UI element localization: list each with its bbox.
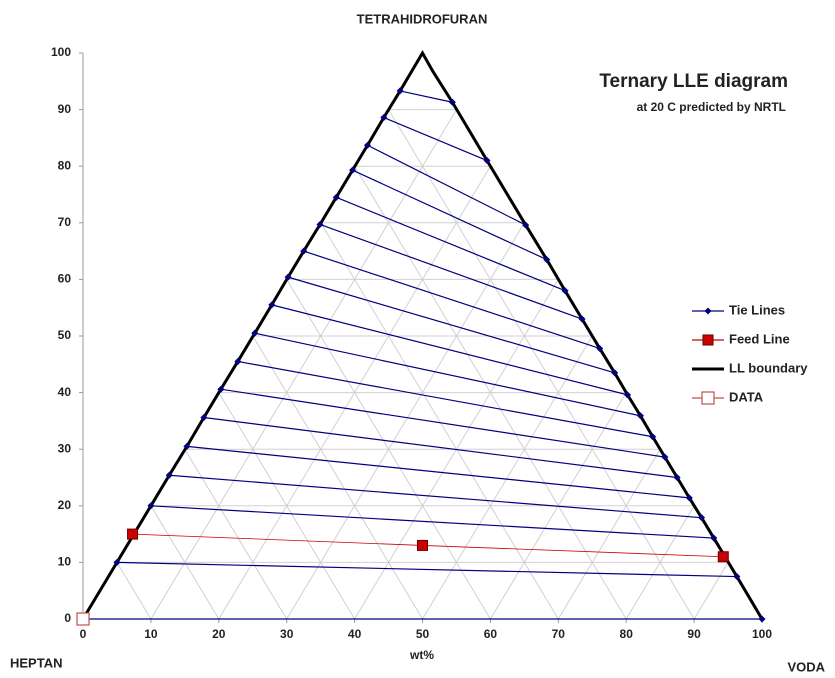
point: [685, 494, 693, 502]
y-tick-label: 90: [58, 102, 72, 116]
point: [417, 539, 428, 551]
y-tick-label: 40: [58, 385, 72, 399]
point: [127, 528, 139, 540]
y-tick-label: 20: [58, 498, 72, 512]
point: [561, 287, 569, 295]
point: [396, 87, 404, 95]
point: [733, 573, 741, 581]
y-tick-label: 10: [58, 555, 72, 569]
point: [183, 442, 191, 450]
point: [300, 247, 308, 255]
point: [661, 453, 669, 461]
point: [543, 256, 551, 264]
point: [147, 502, 155, 510]
point: [113, 558, 121, 566]
point: [636, 412, 644, 420]
grid-line: [422, 335, 593, 620]
y-tick-label: 0: [64, 611, 71, 625]
point: [596, 344, 604, 352]
grid-line: [388, 109, 695, 620]
point: [710, 534, 718, 542]
point: [364, 141, 372, 149]
left-vertex-label: HEPTAN: [10, 655, 62, 670]
x-tick-label: 30: [280, 627, 294, 641]
legend-marker: [702, 334, 714, 346]
point: [316, 220, 324, 228]
x-tick-label: 60: [484, 627, 498, 641]
series-line: [81, 49, 764, 620]
grid-line: [150, 109, 457, 620]
chart-title: Ternary LLE diagram: [599, 71, 788, 92]
point: [624, 391, 632, 399]
point: [578, 315, 586, 323]
point: [611, 369, 619, 377]
grid-line: [286, 222, 525, 620]
point: [673, 474, 681, 481]
x-tick-label: 80: [620, 627, 634, 641]
point: [717, 551, 729, 563]
y-tick-label: 60: [58, 272, 72, 286]
right-vertex-label: VODA: [787, 659, 825, 674]
legend-label: LL boundary: [729, 360, 808, 375]
point: [380, 114, 388, 122]
point: [217, 385, 225, 393]
grid-line: [184, 448, 288, 620]
point: [349, 166, 357, 174]
legend-label: Tie Lines: [729, 302, 785, 317]
x-tick-label: 10: [144, 627, 158, 641]
point: [522, 221, 530, 229]
y-tick-label: 70: [58, 215, 72, 229]
point: [234, 357, 242, 365]
y-tick-label: 50: [58, 328, 72, 342]
grid-line: [693, 562, 729, 620]
x-tick-label: 20: [212, 627, 226, 641]
grid-line: [252, 335, 423, 620]
legend-marker: [701, 391, 715, 405]
legend-marker: [704, 307, 712, 315]
series-line: [83, 90, 762, 620]
point: [649, 433, 657, 441]
point: [483, 157, 491, 165]
x-tick-label: 100: [752, 627, 772, 641]
x-tick-label: 90: [687, 627, 701, 641]
x-tick-label: 40: [348, 627, 362, 641]
legend-label: DATA: [729, 389, 764, 404]
point: [251, 329, 259, 337]
grid-line: [116, 562, 152, 620]
y-tick-label: 100: [51, 45, 71, 59]
grid-line: [320, 222, 559, 620]
point: [758, 615, 766, 623]
y-tick-label: 80: [58, 158, 72, 172]
point: [448, 98, 456, 106]
legend-label: Feed Line: [729, 331, 790, 346]
point: [76, 612, 90, 626]
grid-line: [557, 448, 661, 620]
point: [200, 414, 208, 422]
x-axis-label: wt%: [409, 648, 434, 662]
point: [332, 193, 340, 201]
point: [698, 514, 706, 522]
top-vertex-label: TETRAHIDROFURAN: [357, 11, 488, 26]
y-tick-label: 30: [58, 441, 72, 455]
x-tick-label: 0: [80, 627, 87, 641]
point: [268, 301, 276, 309]
point: [165, 471, 173, 479]
chart-subtitle: at 20 C predicted by NRTL: [637, 100, 786, 114]
x-tick-label: 50: [416, 627, 430, 641]
point: [284, 273, 292, 281]
x-tick-label: 70: [552, 627, 566, 641]
